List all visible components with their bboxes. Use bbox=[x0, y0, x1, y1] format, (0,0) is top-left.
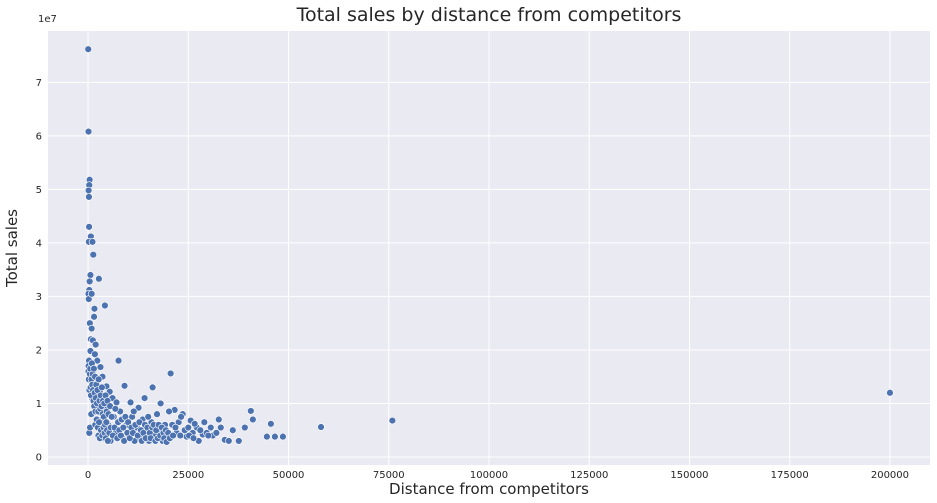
data-point bbox=[140, 394, 149, 402]
data-point bbox=[90, 313, 98, 321]
data-point bbox=[84, 45, 92, 53]
data-points bbox=[84, 45, 894, 446]
data-point bbox=[229, 426, 237, 434]
data-point bbox=[271, 432, 279, 441]
data-point bbox=[114, 356, 123, 365]
x-tick-label: 150000 bbox=[670, 470, 708, 481]
data-point bbox=[87, 324, 96, 333]
data-point bbox=[204, 431, 213, 440]
data-point bbox=[171, 423, 180, 432]
y-tick-labels: 0 1 2 3 4 5 6 7 bbox=[36, 78, 42, 464]
data-point bbox=[85, 223, 93, 231]
data-point bbox=[388, 416, 397, 425]
gridlines bbox=[48, 31, 930, 465]
data-point bbox=[89, 250, 97, 259]
x-tick-label: 200000 bbox=[871, 470, 909, 481]
data-point bbox=[126, 398, 135, 407]
y-tick-label: 5 bbox=[36, 185, 42, 196]
y-tick-label: 3 bbox=[36, 292, 42, 303]
data-point bbox=[90, 364, 98, 373]
data-point bbox=[215, 415, 223, 424]
data-point bbox=[102, 418, 110, 426]
data-point bbox=[130, 407, 138, 416]
data-point bbox=[189, 434, 198, 442]
y-tick-label: 4 bbox=[36, 238, 42, 249]
data-point bbox=[235, 437, 243, 445]
data-point bbox=[111, 405, 120, 413]
data-point bbox=[95, 275, 103, 283]
x-tick-label: 50000 bbox=[273, 470, 305, 481]
data-point bbox=[169, 431, 177, 440]
data-point bbox=[108, 413, 116, 421]
y-tick-label: 1 bbox=[36, 399, 42, 410]
data-point bbox=[144, 413, 152, 421]
x-tick-label: 25000 bbox=[172, 470, 204, 481]
data-point bbox=[84, 186, 93, 195]
data-point bbox=[247, 407, 255, 415]
x-tick-label: 175000 bbox=[771, 470, 809, 481]
data-point bbox=[196, 426, 205, 434]
data-point bbox=[85, 193, 93, 201]
data-point bbox=[126, 434, 134, 442]
data-point bbox=[91, 350, 99, 358]
data-point bbox=[124, 418, 132, 426]
x-tick-label: 75000 bbox=[373, 470, 405, 481]
data-point bbox=[119, 423, 128, 432]
data-point bbox=[156, 399, 165, 408]
data-point bbox=[241, 423, 249, 432]
x-tick-label: 125000 bbox=[570, 470, 608, 481]
data-point bbox=[104, 437, 112, 445]
x-tick-label: 100000 bbox=[470, 470, 508, 481]
data-point bbox=[98, 383, 106, 392]
data-point bbox=[95, 418, 103, 426]
data-point bbox=[87, 290, 96, 298]
data-point bbox=[166, 369, 175, 378]
data-point bbox=[225, 437, 233, 445]
x-tick-label: 0 bbox=[85, 470, 91, 481]
data-point bbox=[191, 420, 199, 428]
data-point bbox=[120, 382, 129, 390]
data-point bbox=[91, 340, 100, 349]
data-point bbox=[88, 238, 97, 246]
data-point bbox=[84, 127, 93, 136]
data-point bbox=[176, 431, 184, 440]
data-point bbox=[112, 398, 121, 407]
data-point bbox=[90, 305, 99, 313]
data-point bbox=[101, 301, 109, 310]
y-axis-label: Total sales bbox=[3, 209, 21, 288]
data-point bbox=[85, 277, 94, 286]
data-point bbox=[279, 432, 287, 441]
data-point bbox=[148, 383, 157, 392]
y-tick-label: 6 bbox=[36, 131, 42, 142]
data-point bbox=[207, 423, 215, 432]
data-point bbox=[165, 407, 173, 416]
data-point bbox=[184, 423, 192, 432]
data-point bbox=[217, 423, 225, 432]
data-point bbox=[317, 423, 325, 431]
y-tick-label: 0 bbox=[36, 452, 42, 463]
chart-title: Total sales by distance from competitors bbox=[296, 4, 682, 26]
data-point bbox=[200, 418, 209, 426]
data-point bbox=[263, 432, 271, 441]
data-point bbox=[212, 429, 221, 437]
y-tick-label: 7 bbox=[36, 78, 42, 89]
data-point bbox=[96, 363, 105, 371]
x-axis-label: Distance from competitors bbox=[389, 480, 589, 498]
data-point bbox=[134, 404, 143, 412]
data-point bbox=[267, 420, 275, 428]
data-point bbox=[153, 410, 161, 418]
y-tick-label: 2 bbox=[36, 345, 42, 356]
data-point bbox=[886, 389, 894, 397]
data-point bbox=[86, 271, 95, 279]
data-point bbox=[117, 431, 125, 440]
data-point bbox=[94, 375, 103, 384]
data-point bbox=[249, 415, 257, 424]
y-offset-label: 1e7 bbox=[38, 14, 57, 25]
x-tick-labels: 0 25000 50000 75000 100000 125000 150000 175000… bbox=[85, 470, 909, 481]
data-point bbox=[177, 413, 185, 421]
